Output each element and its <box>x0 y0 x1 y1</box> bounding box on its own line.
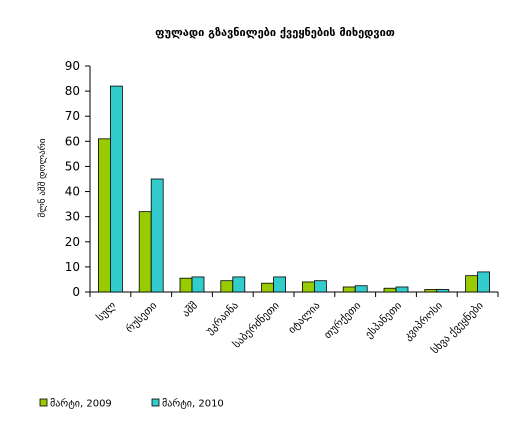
category-label: ესპანეთი <box>363 300 404 341</box>
y-tick-label: 80 <box>65 84 80 98</box>
y-tick-label: 20 <box>65 235 80 249</box>
bar-2010 <box>150 178 164 293</box>
y-tick-label: 40 <box>65 185 80 199</box>
legend-label: მარტი, 2010 <box>162 398 224 410</box>
legend-swatch <box>39 398 48 407</box>
category-label: უკრაინა <box>204 300 241 337</box>
y-tick-label: 70 <box>65 109 80 123</box>
category-label: რუსეთი <box>124 300 160 336</box>
y-tick-label: 0 <box>72 285 80 299</box>
bar-2009 <box>261 282 275 293</box>
bar-2009 <box>138 211 152 293</box>
category-label: აშშ <box>180 300 200 320</box>
bar-2009 <box>383 287 397 293</box>
bar-2009 <box>179 277 193 293</box>
bar-2010 <box>436 289 450 293</box>
y-tick-label: 90 <box>65 59 80 73</box>
bar-2010 <box>232 276 246 293</box>
bar-2009 <box>220 280 234 293</box>
category-label: კვიპროსი <box>402 300 445 343</box>
chart-title: ფულადი გზავნილები ქვეყნების მიხედვით <box>155 26 395 39</box>
y-tick-label: 10 <box>65 260 80 274</box>
category-label: თურქეთი <box>322 300 364 342</box>
legend: მარტი, 2009 მარტი, 2010 <box>39 398 224 410</box>
bar-2009 <box>98 138 111 293</box>
bar-2010 <box>477 271 491 293</box>
bar-2010 <box>313 280 327 293</box>
y-axis-label: მლნ აშშ დოლარი <box>37 138 48 217</box>
y-tick-labels: 0 10 20 30 40 50 60 70 80 90 <box>65 59 80 299</box>
bar-2010 <box>191 276 205 293</box>
y-tick-label: 30 <box>65 210 80 224</box>
legend-label: მარტი, 2009 <box>50 398 112 410</box>
bar-2009 <box>342 286 356 293</box>
category-label: სულ <box>94 300 118 324</box>
bar-2009 <box>301 281 315 293</box>
legend-swatch <box>151 398 160 407</box>
bar-2010 <box>110 85 123 293</box>
bar-2010 <box>395 286 409 293</box>
bar-2010 <box>273 276 287 293</box>
bars <box>98 85 491 293</box>
y-tick-label: 60 <box>65 134 80 148</box>
bar-2010 <box>354 285 368 293</box>
bar-2009 <box>424 289 438 293</box>
y-tick-label: 50 <box>65 159 80 173</box>
bar-2009 <box>465 275 479 293</box>
category-label: იტალია <box>286 300 322 336</box>
